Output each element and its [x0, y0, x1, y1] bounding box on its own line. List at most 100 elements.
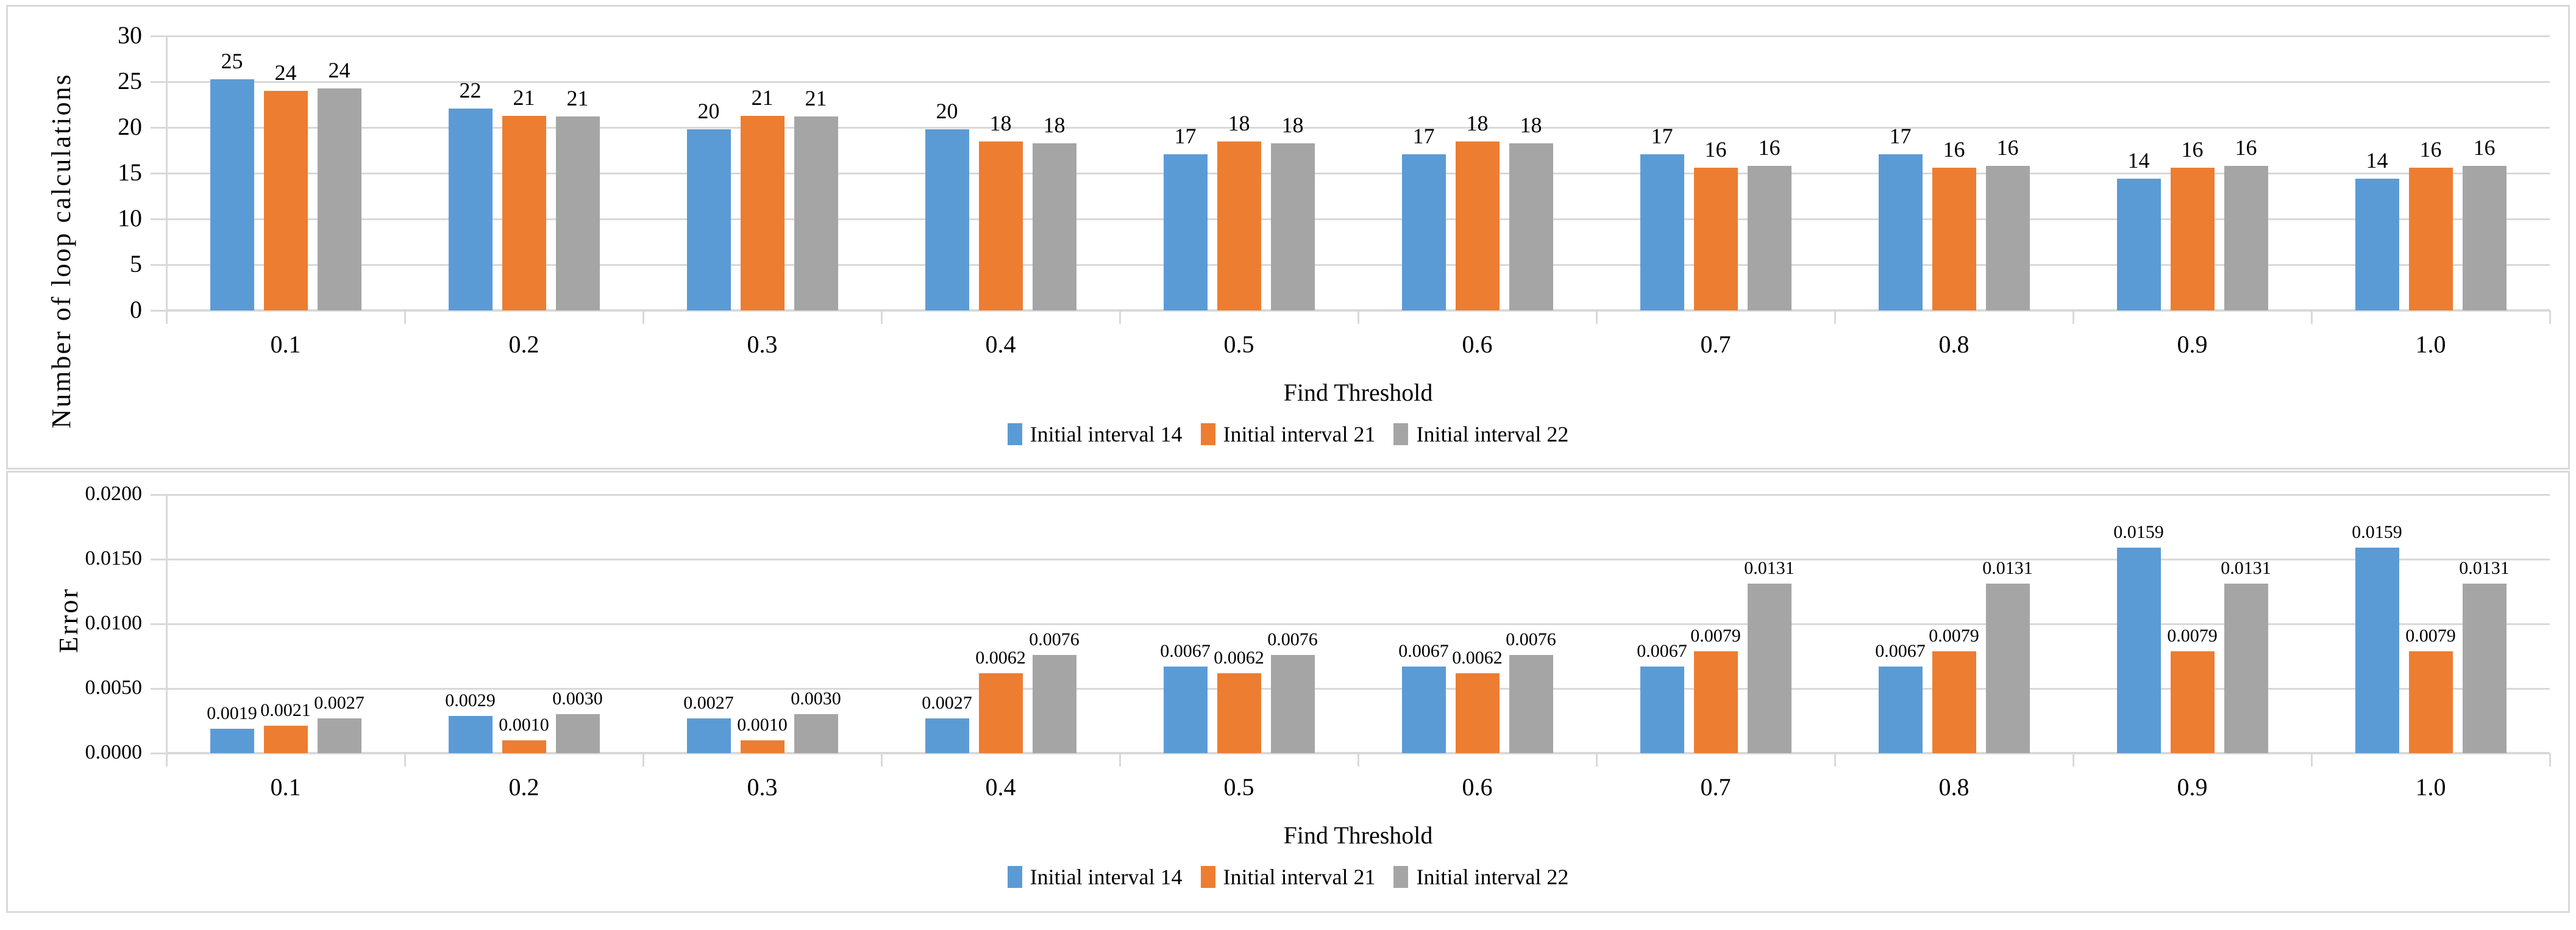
bar-value-label: 0.0131 — [2459, 558, 2510, 579]
bar-value-label: 0.0030 — [791, 689, 841, 709]
bar — [317, 88, 361, 310]
x-tick-label: 0.4 — [985, 331, 1016, 358]
bar — [2116, 547, 2161, 753]
x-tick-label: 0.2 — [508, 773, 539, 801]
bar — [555, 116, 600, 310]
x-tick-label: 0.9 — [2177, 331, 2208, 358]
y-tick-label: 20 — [118, 113, 142, 141]
bar-value-label: 18 — [1466, 110, 1489, 135]
bar-value-label: 0.0029 — [445, 690, 496, 710]
bar-value-label: 0.0067 — [1637, 640, 1687, 661]
y-axis-title: Number of loop calculations — [46, 73, 76, 429]
bar — [263, 726, 308, 753]
bar-value-label: 0.0030 — [552, 689, 603, 709]
bar — [263, 91, 308, 310]
bar-value-label: 0.0027 — [314, 692, 365, 713]
bar-value-label: 0.0010 — [499, 714, 549, 735]
bar — [502, 740, 546, 753]
y-tick-mark — [151, 752, 166, 754]
x-tick-mark — [880, 310, 883, 324]
bar-value-label: 24 — [274, 60, 297, 85]
bar-value-label: 0.0159 — [2352, 521, 2402, 542]
bar — [1163, 666, 1208, 753]
bar — [925, 718, 969, 753]
bar-value-label: 0.0079 — [2405, 625, 2456, 646]
y-tick-mark — [151, 493, 166, 496]
bar — [1032, 143, 1076, 310]
x-tick-mark — [1595, 753, 1598, 767]
x-tick-mark — [1357, 310, 1359, 324]
gridline — [166, 218, 2550, 220]
bar — [1032, 654, 1076, 753]
y-tick-mark — [151, 558, 166, 560]
y-tick-mark — [151, 80, 166, 83]
bar-value-label: 0.0131 — [2221, 558, 2271, 579]
bar-value-label: 16 — [1758, 135, 1781, 160]
error-chart-panel: 0.0000 0.0050 0.0100 0.0150 0.0200 0.0019 0.00… — [6, 471, 2570, 913]
legend-swatch-icon — [1393, 423, 1409, 445]
y-axis-line — [165, 495, 168, 753]
bar — [502, 115, 546, 310]
bar — [2462, 584, 2507, 753]
legend-item: Initial interval 22 — [1393, 866, 1568, 888]
bar — [1932, 168, 1976, 310]
x-tick-mark — [2549, 310, 2551, 324]
y-axis-title: Error — [54, 587, 84, 653]
bar-value-label: 20 — [936, 99, 958, 123]
bar — [2170, 168, 2215, 310]
legend-item: Initial interval 14 — [1007, 866, 1183, 888]
legend-item: Initial interval 22 — [1393, 423, 1568, 445]
bar — [1455, 141, 1500, 310]
bar-value-label: 0.0019 — [207, 703, 257, 723]
error-chart: 0.0000 0.0050 0.0100 0.0150 0.0200 0.0019 0.00… — [8, 473, 2568, 911]
bar-value-label: 16 — [1943, 137, 1965, 162]
bar — [1640, 666, 1684, 753]
bar-value-label: 0.0027 — [683, 692, 734, 713]
x-tick-mark — [404, 310, 406, 324]
gridline — [166, 172, 2550, 174]
legend-label: Initial interval 21 — [1223, 865, 1376, 889]
bar-value-label: 0.0067 — [1398, 640, 1449, 661]
x-tick-mark — [880, 753, 883, 767]
bar — [2355, 179, 2399, 310]
gridline — [166, 80, 2550, 83]
bar — [1270, 143, 1315, 310]
bar-value-label: 16 — [1996, 135, 2019, 160]
bar — [740, 740, 785, 753]
legend-swatch-icon — [1200, 866, 1215, 888]
y-tick-label: 10 — [118, 204, 142, 232]
bar-value-label: 0.0062 — [975, 647, 1026, 668]
bar — [686, 129, 731, 310]
x-tick-label: 0.6 — [1462, 331, 1493, 358]
x-tick-mark — [2549, 753, 2551, 767]
bar-value-label: 21 — [566, 86, 589, 110]
x-tick-mark — [165, 753, 168, 767]
legend: Initial interval 14 Initial interval 21 In… — [8, 866, 2568, 888]
x-tick-label: 0.9 — [2177, 773, 2208, 801]
x-tick-label: 0.7 — [1700, 331, 1731, 358]
bar-value-label: 0.0062 — [1214, 647, 1264, 668]
x-tick-mark — [642, 753, 644, 767]
bar-value-label: 14 — [2127, 148, 2150, 173]
x-axis-title: Find Threshold — [1283, 379, 1433, 406]
legend-swatch-icon — [1393, 866, 1409, 888]
loop-calculations-chart: 0 5 10 15 20 25 30 25 24 24 0.1 22 21 21 0.2 20 21 21 0.3 2… — [8, 7, 2568, 468]
x-tick-label: 1.0 — [2415, 331, 2446, 358]
bar-value-label: 0.0067 — [1160, 640, 1211, 661]
bar — [794, 116, 838, 310]
x-tick-label: 0.5 — [1223, 331, 1254, 358]
bar — [978, 673, 1023, 753]
y-axis-line — [165, 36, 168, 310]
x-tick-mark — [1834, 753, 1836, 767]
bar-value-label: 18 — [1520, 112, 1542, 137]
x-tick-mark — [1357, 753, 1359, 767]
bar-value-label: 25 — [221, 48, 243, 73]
bar — [1985, 584, 2030, 753]
bar-value-label: 21 — [513, 85, 535, 110]
bar — [1509, 143, 1553, 310]
bar-value-label: 0.0021 — [260, 700, 311, 721]
x-tick-label: 0.1 — [270, 773, 301, 801]
legend-item: Initial interval 21 — [1200, 423, 1375, 445]
x-tick-label: 0.1 — [270, 331, 301, 358]
